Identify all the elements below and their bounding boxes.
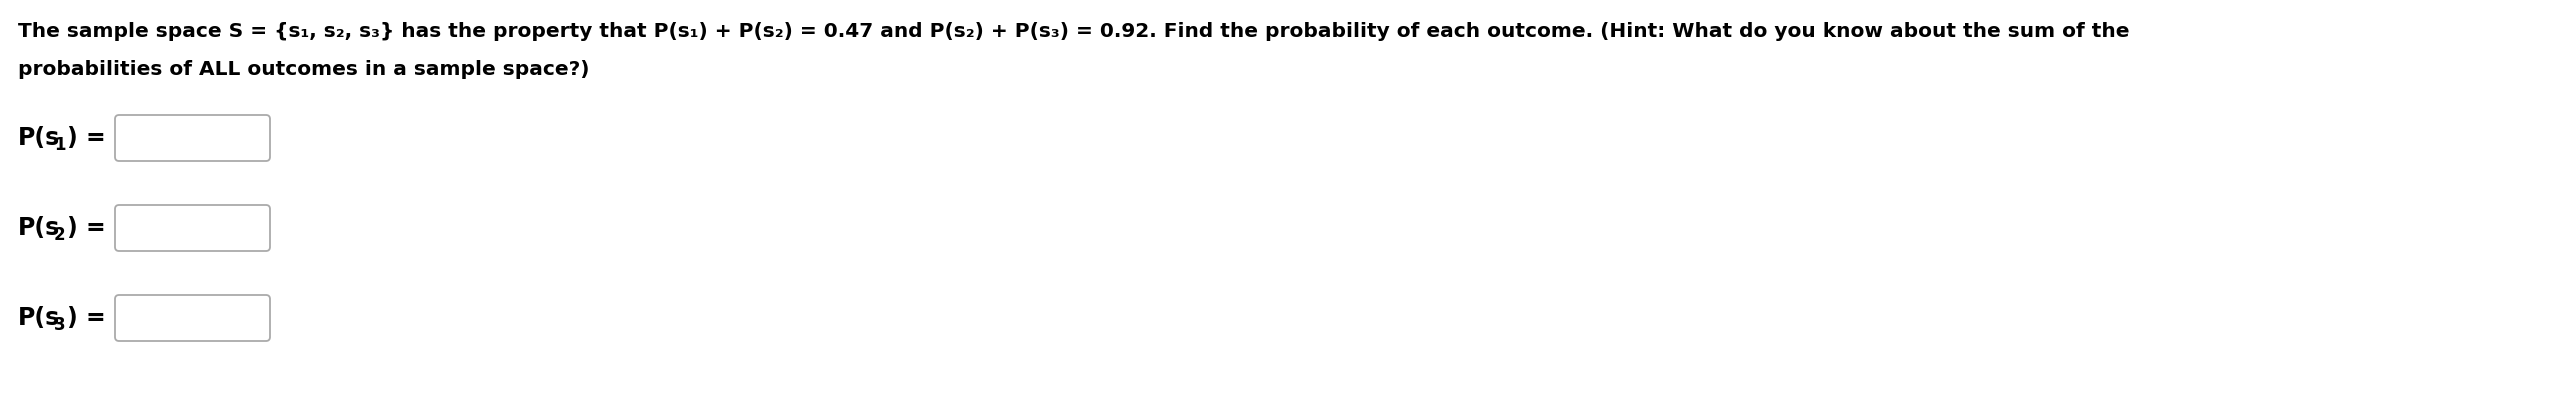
Text: ) =: ) =: [66, 126, 105, 150]
FancyBboxPatch shape: [115, 205, 270, 251]
Text: ) =: ) =: [66, 306, 105, 330]
Text: 2: 2: [54, 226, 66, 244]
Text: probabilities of ALL outcomes in a sample space?): probabilities of ALL outcomes in a sampl…: [18, 60, 589, 79]
FancyBboxPatch shape: [115, 295, 270, 341]
Text: P(s: P(s: [18, 126, 61, 150]
Text: 1: 1: [54, 136, 66, 154]
FancyBboxPatch shape: [115, 115, 270, 161]
Text: ) =: ) =: [66, 216, 105, 240]
Text: P(s: P(s: [18, 216, 61, 240]
Text: The sample space S = {s₁, s₂, s₃} has the property that P(s₁) + P(s₂) = 0.47 and: The sample space S = {s₁, s₂, s₃} has th…: [18, 22, 2129, 41]
Text: 3: 3: [54, 316, 66, 334]
Text: P(s: P(s: [18, 306, 61, 330]
